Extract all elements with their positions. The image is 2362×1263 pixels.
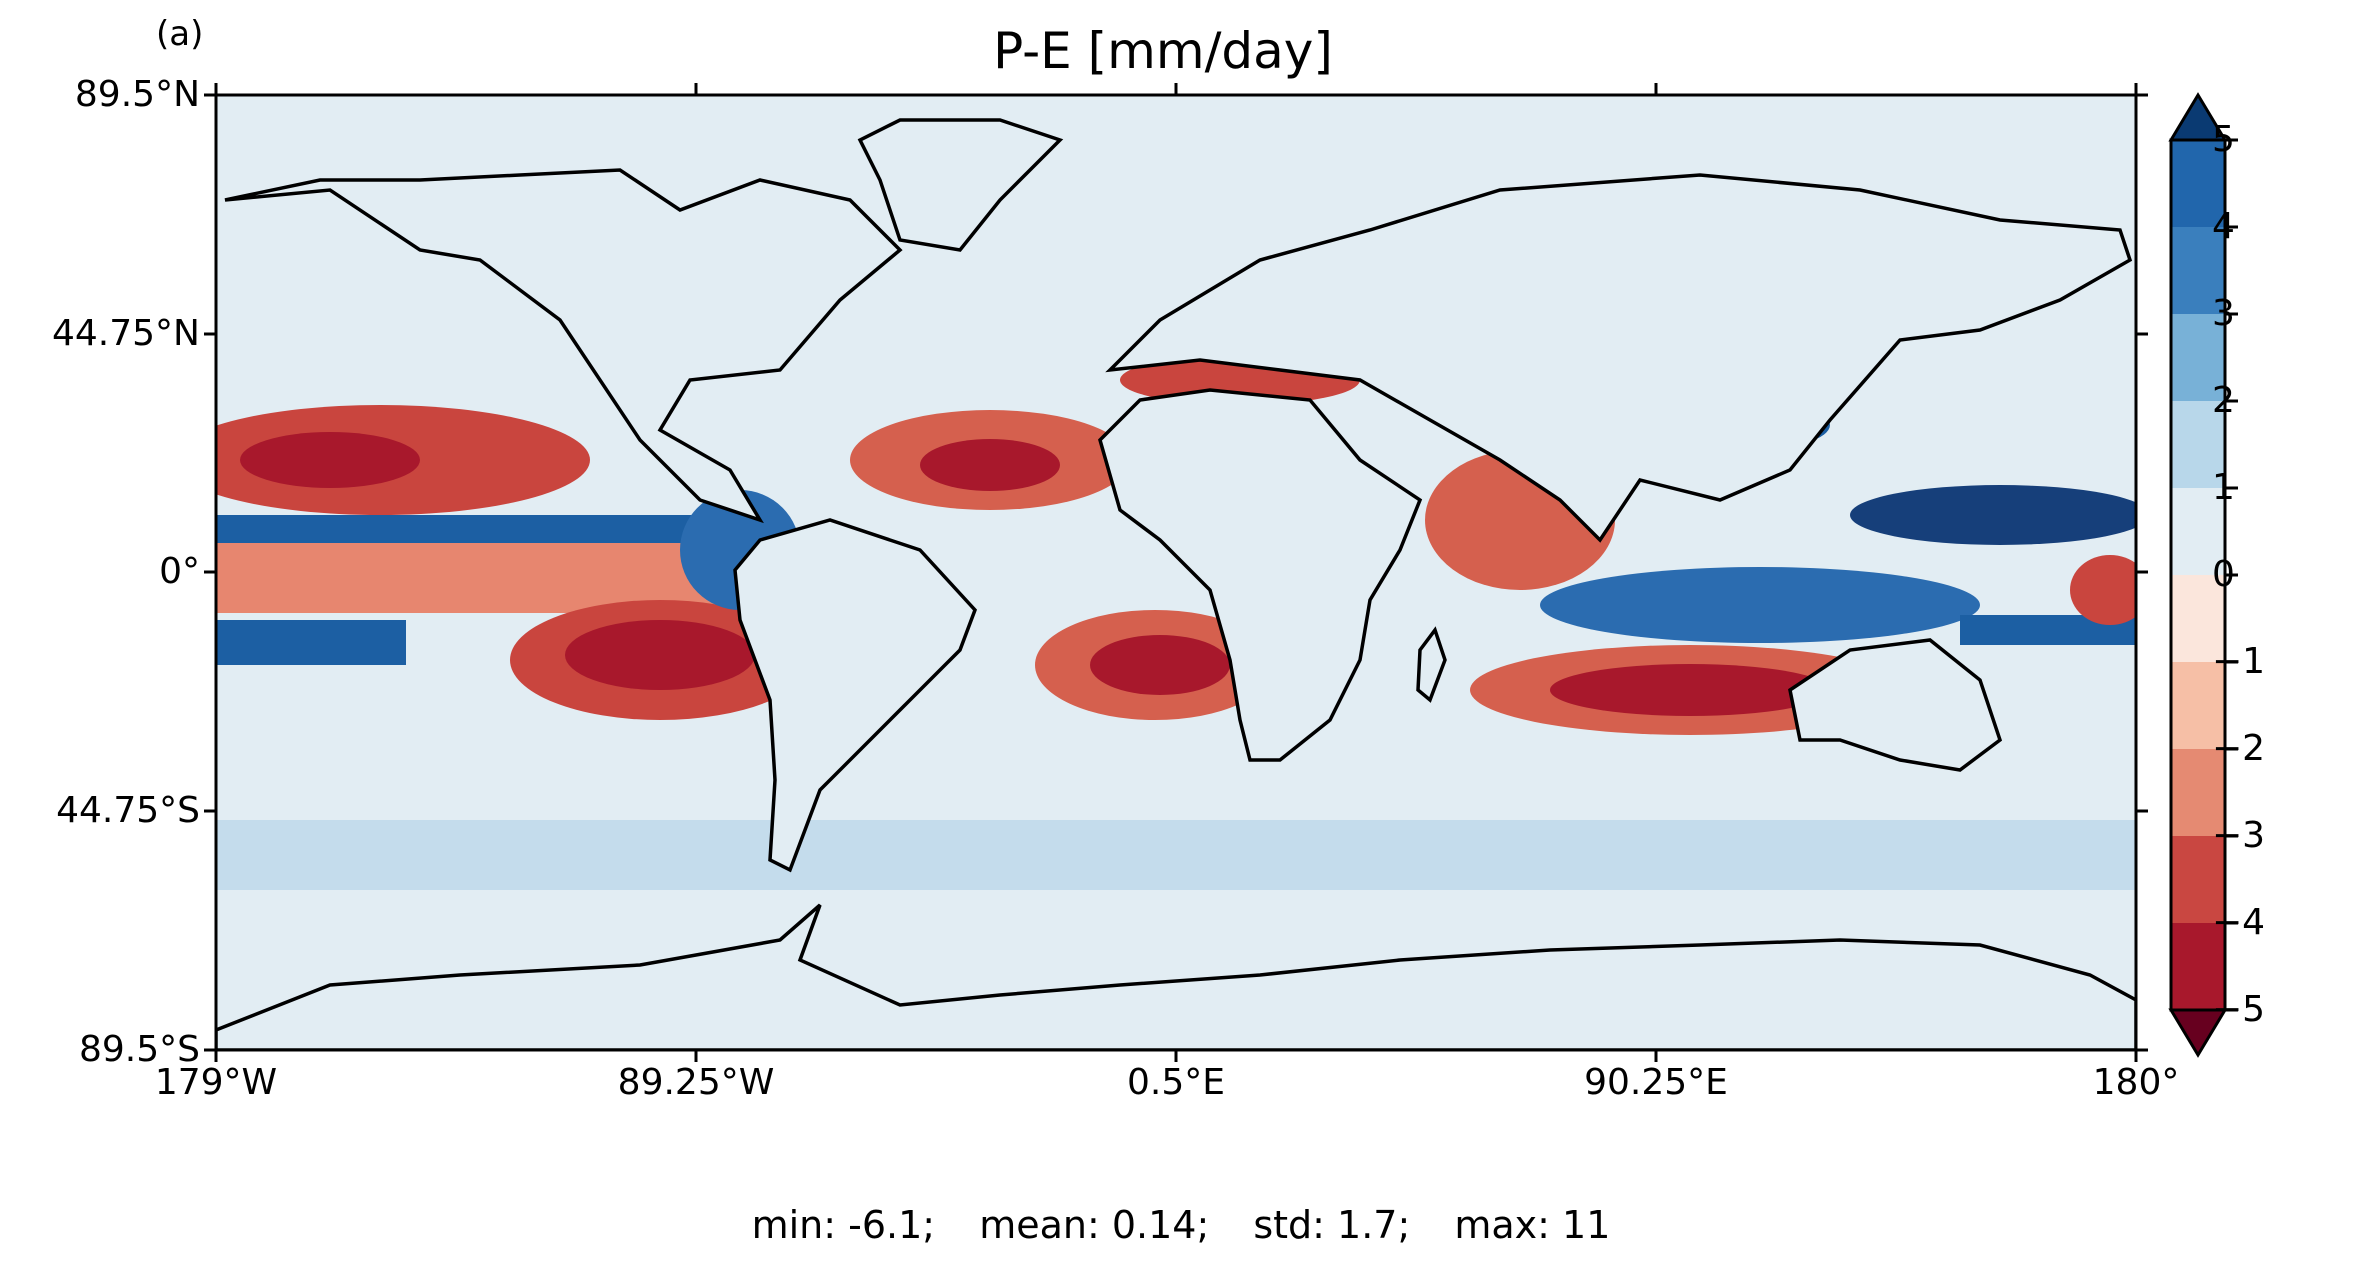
stat-max: max: 11 — [1454, 1203, 1611, 1247]
north-pacific-core — [240, 432, 420, 488]
y-tick-label: 0° — [159, 551, 200, 592]
colorbar-level-1-2 — [2171, 401, 2225, 488]
south-indian-core — [1550, 664, 1830, 716]
map-title-text: P-E [mm/day] — [993, 22, 1333, 80]
north-america-coast — [224, 168, 903, 524]
indian-ocean-wet-band — [1540, 567, 1980, 643]
colorbar-level-m3-m2 — [2171, 749, 2225, 836]
x-tick-label: 179°W — [154, 1062, 278, 1103]
colorbar-tick-label: 4 — [2212, 206, 2235, 247]
colorbar-tick-label: −4 — [2212, 902, 2266, 943]
colorbar-tick-label: 5 — [2212, 119, 2235, 160]
south-pacific-core — [565, 620, 755, 690]
stat-mean: mean: 0.14; — [979, 1203, 1210, 1247]
colorbar-tick-label: 0 — [2212, 554, 2235, 595]
pacific-scpz-band — [216, 620, 406, 665]
y-tick-label: 89.5°N — [74, 74, 200, 115]
colorbar-level-m2-m1 — [2171, 662, 2225, 749]
australia-coast — [1788, 638, 2003, 772]
pe-field — [216, 95, 2136, 1050]
colorbar-tick-label: 2 — [2212, 380, 2235, 421]
colorbar-level-0-1 — [2171, 488, 2225, 575]
colorbar-tick-label: −1 — [2212, 641, 2266, 682]
antarctica-coast — [216, 903, 2136, 1050]
colorbar-level-m5-m4 — [2171, 923, 2225, 1010]
colorbar-level-m4-m3 — [2171, 836, 2225, 923]
y-tick-label: 89.5°S — [78, 1029, 200, 1070]
stats-line: min: -6.1; mean: 0.14; std: 1.7; max: 11 — [0, 1203, 2362, 1247]
eurasia-coast — [1105, 173, 2133, 543]
stat-std: std: 1.7; — [1253, 1203, 1411, 1247]
x-tick-marks — [214, 83, 2138, 1062]
south-atlantic-core — [1090, 635, 1230, 695]
x-tick-label: 90.25°E — [1584, 1062, 1728, 1103]
madagascar-coast — [1416, 626, 1447, 703]
colorbar-level-4-5 — [2171, 140, 2225, 227]
colorbar-tick-label: −2 — [2212, 728, 2266, 769]
east-edge-dry-spot — [2070, 555, 2136, 625]
stat-min: min: -6.1; — [751, 1203, 936, 1247]
colorbar-level-m1-0 — [2171, 575, 2225, 662]
map-title: P-E [mm/day] — [0, 22, 2362, 80]
colorbar-tick-label: 3 — [2212, 293, 2235, 334]
y-tick-label: 44.75°N — [52, 313, 200, 354]
west-pacific-wet-core — [1850, 485, 2136, 545]
x-tick-label: 180° — [2092, 1062, 2180, 1103]
greenland-coast — [857, 118, 1064, 252]
colorbar-tick-label: −5 — [2212, 989, 2266, 1030]
y-tick-marks — [204, 93, 2148, 1052]
colorbar-level-2-3 — [2171, 314, 2225, 401]
colorbar-tick-label: 1 — [2212, 467, 2235, 508]
panel-label: (a) — [156, 14, 204, 54]
africa-coast — [1098, 388, 1423, 762]
south-america-coast — [733, 518, 978, 873]
x-tick-label: 0.5°E — [1127, 1062, 1225, 1103]
y-tick-label: 44.75°S — [56, 790, 200, 831]
colorbar — [2168, 92, 2238, 1058]
north-atlantic-core — [920, 439, 1060, 491]
x-tick-label: 89.25°W — [617, 1062, 775, 1103]
southern-ocean-wet-band — [216, 820, 2136, 890]
colorbar-tick-label: −3 — [2212, 815, 2266, 856]
colorbar-level-3-4 — [2171, 227, 2225, 314]
coastlines — [216, 118, 2136, 1050]
